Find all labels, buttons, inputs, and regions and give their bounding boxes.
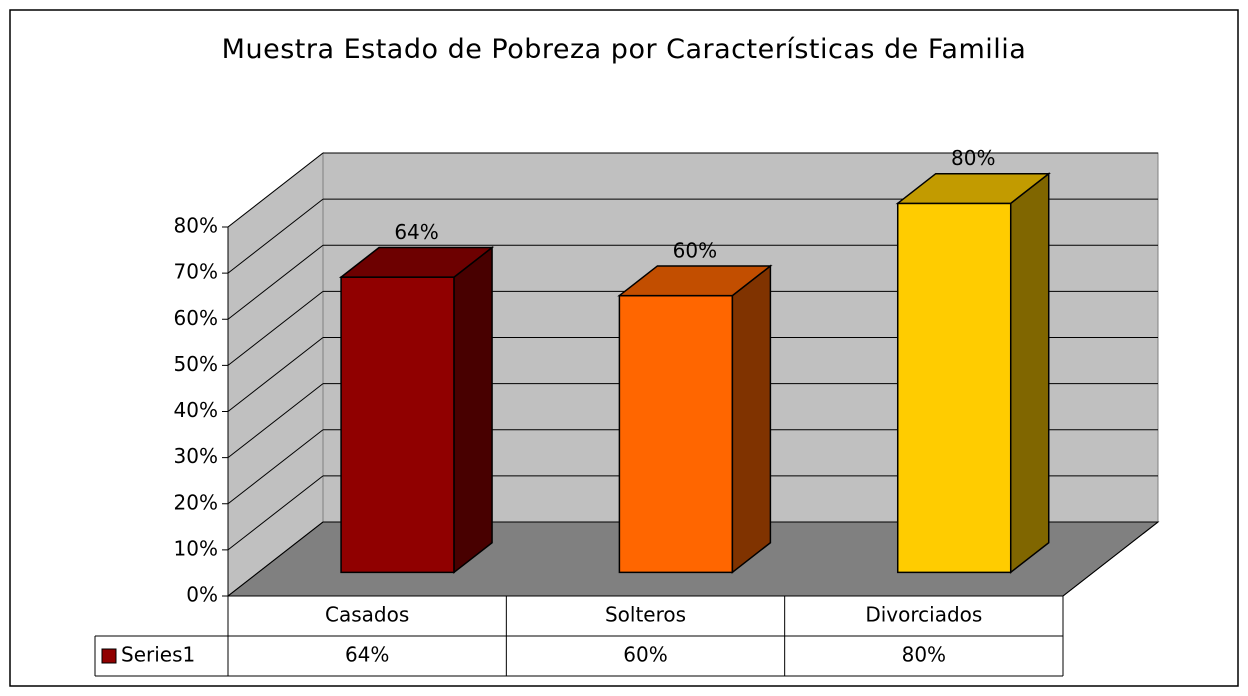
x-tick-label: Casados [325, 603, 409, 627]
y-tick-label: 60% [174, 306, 218, 330]
table-value: 80% [902, 643, 946, 667]
bar-front [896, 202, 1012, 574]
y-tick-label: 20% [174, 490, 218, 514]
legend-swatch [101, 648, 117, 664]
bar [338, 245, 495, 574]
y-tick-label: 30% [174, 444, 218, 468]
table-value: 64% [345, 643, 389, 667]
y-tick-label: 40% [174, 398, 218, 422]
bar-top [617, 265, 773, 297]
grid-line [227, 198, 324, 274]
grid-line [227, 475, 324, 551]
grid-line [227, 429, 324, 505]
bar-front [340, 276, 455, 574]
y-tick-label: 10% [174, 536, 218, 560]
y-tick-label: 80% [174, 214, 218, 238]
grid-line [227, 337, 324, 412]
bar-top [895, 172, 1051, 205]
table-value: 60% [623, 643, 667, 667]
data-label: 80% [951, 146, 995, 170]
legend-label: Series1 [121, 643, 195, 667]
bar-side [731, 264, 772, 574]
grid-line [227, 383, 324, 459]
grid-line [227, 152, 324, 228]
y-tick-label: 0% [186, 583, 218, 607]
table-line [1062, 521, 1159, 597]
grid-line [227, 521, 324, 597]
grid-line [227, 290, 324, 366]
grid-line [227, 244, 324, 320]
bar-side [453, 245, 493, 574]
bar [617, 264, 773, 574]
data-label: 64% [394, 220, 438, 244]
y-tick-label: 50% [174, 352, 218, 376]
chart-title: Muestra Estado de Pobreza por Caracterís… [221, 34, 1027, 65]
data-label: 60% [673, 238, 717, 262]
y-tick-label: 70% [174, 260, 218, 284]
bar-top [338, 246, 495, 278]
bar [895, 172, 1051, 574]
x-tick-label: Divorciados [865, 603, 982, 627]
x-tick-label: Solteros [605, 603, 686, 627]
bar-front [618, 294, 734, 574]
bar-side [1009, 172, 1050, 574]
